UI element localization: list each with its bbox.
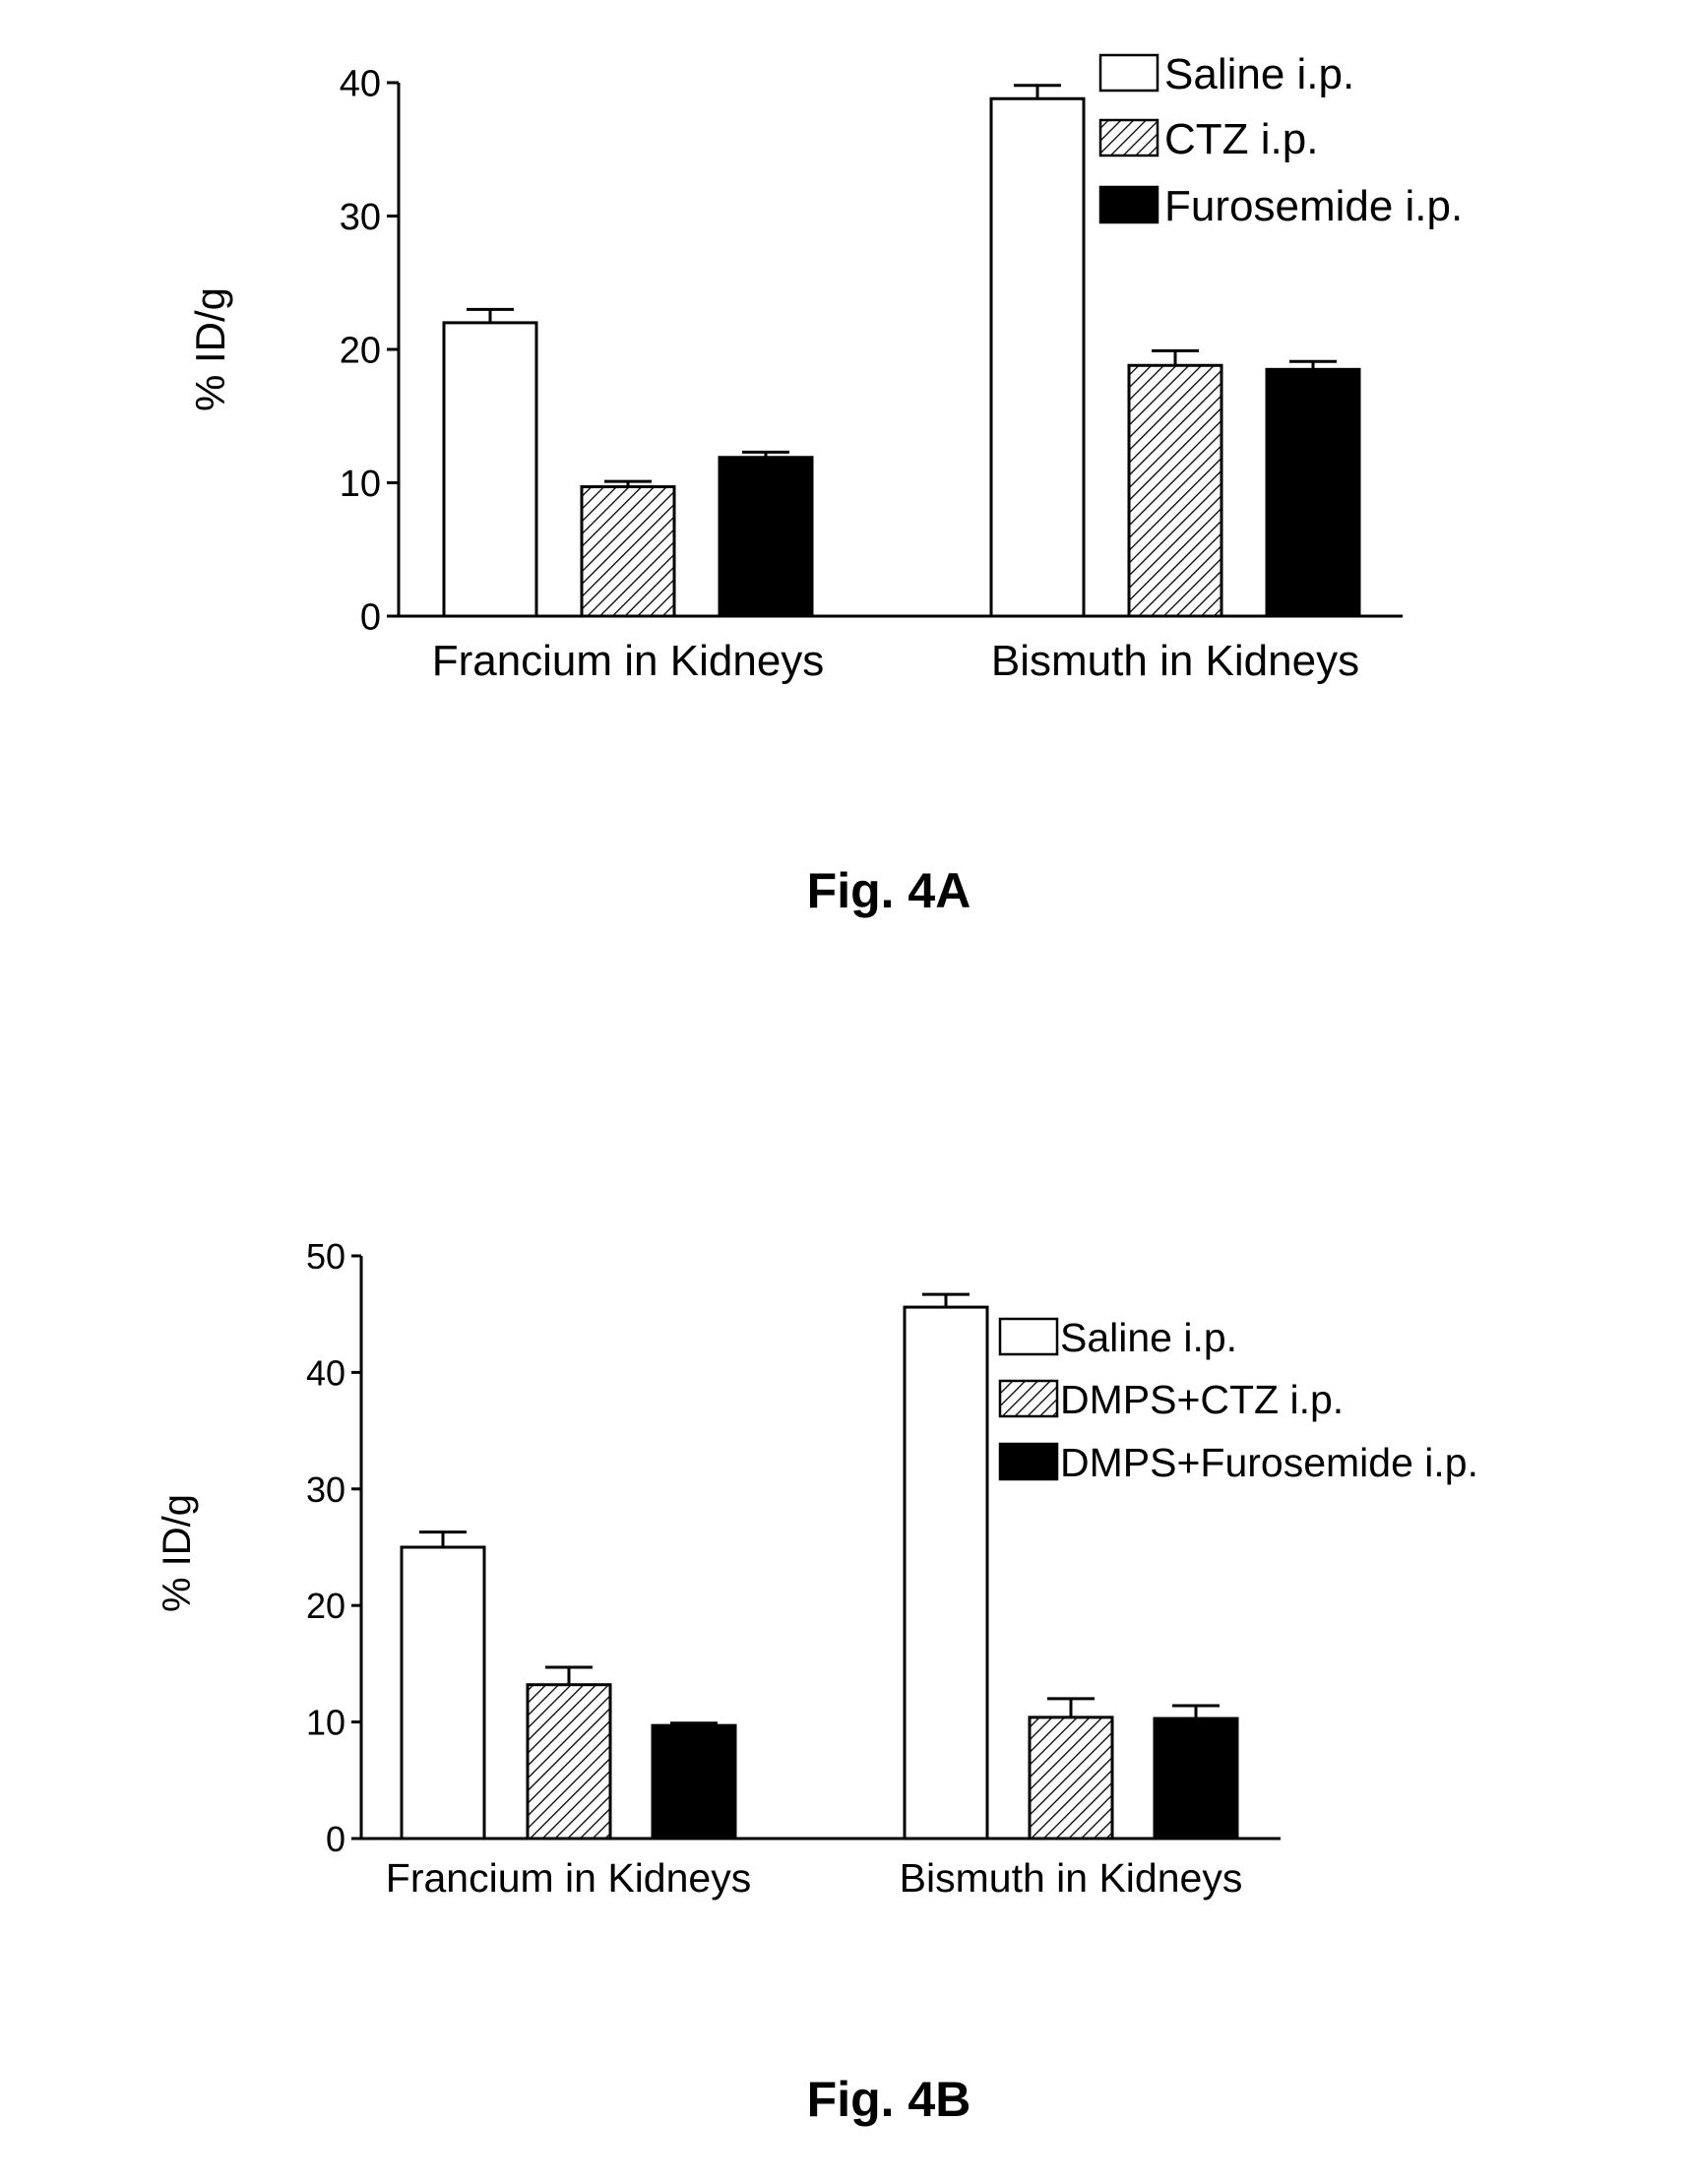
legend-swatch [1100,187,1158,222]
legend-label: Saline i.p. [1164,50,1354,98]
bar [1155,1718,1237,1839]
bar [905,1307,987,1839]
legend-swatch [1000,1444,1057,1479]
y-axis-label: % ID/g [156,1494,199,1612]
chart-fig-4b: 0 10 20 30 40 50 % ID/g Francium in Kidneys Bism… [156,1236,1478,2127]
y-tick-label: 0 [360,597,381,639]
bar [1129,365,1221,616]
y-tick-label: 20 [306,1586,345,1626]
bar [1030,1717,1112,1839]
legend-label: Furosemide i.p. [1164,182,1463,230]
category-label: Bismuth in Kidneys [900,1855,1243,1901]
category-label: Francium in Kidneys [432,637,825,685]
legend-swatch [1100,55,1158,91]
bar [991,98,1084,616]
figure-caption: Fig. 4A [807,863,971,918]
bar [402,1547,484,1839]
legend-label: DMPS+Furosemide i.p. [1060,1440,1478,1485]
legend-swatch [1100,120,1158,156]
bar [1267,369,1359,616]
bar [444,323,536,616]
y-tick-label: 20 [340,331,381,372]
legend-label: DMPS+CTZ i.p. [1060,1377,1344,1422]
y-axis-label: % ID/g [187,287,233,411]
bar [653,1725,735,1839]
legend-label: Saline i.p. [1060,1315,1237,1360]
category-label: Francium in Kidneys [386,1855,751,1901]
bar [528,1685,610,1839]
y-tick-label: 0 [326,1819,345,1859]
y-tick-label: 10 [340,464,381,505]
bar [582,487,674,616]
y-tick-label: 40 [306,1352,345,1393]
y-tick-label: 30 [306,1469,345,1510]
category-label: Bismuth in Kidneys [991,637,1359,685]
y-tick-label: 40 [340,64,381,105]
legend-swatch [1000,1381,1057,1416]
y-tick-label: 10 [306,1703,345,1743]
legend-swatch [1000,1319,1057,1354]
y-tick-label: 50 [306,1236,345,1277]
chart-fig-4a: 0 10 20 30 40 % ID/g Francium in Kidneys Bismut… [187,50,1463,918]
figure-caption: Fig. 4B [807,2072,971,2127]
legend-label: CTZ i.p. [1164,115,1318,163]
y-tick-label: 30 [340,197,381,238]
bar [720,458,812,616]
